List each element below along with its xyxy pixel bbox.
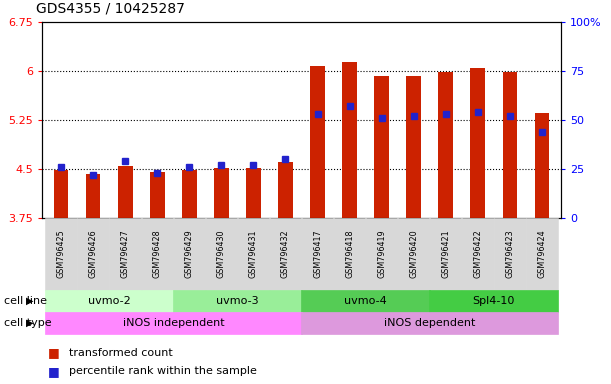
Text: percentile rank within the sample: percentile rank within the sample [70,366,257,376]
Text: GSM796428: GSM796428 [153,230,162,278]
Bar [214,168,229,218]
Text: GSM796417: GSM796417 [313,230,322,278]
Text: GSM796422: GSM796422 [473,230,482,278]
Bar [502,72,517,218]
Text: GSM796418: GSM796418 [345,230,354,278]
Bar [86,174,100,218]
Bar [246,168,261,218]
Bar [439,72,453,218]
Bar [310,66,324,218]
Bar [278,162,293,218]
Text: GSM796427: GSM796427 [121,230,130,278]
Bar [375,76,389,218]
Text: ▶: ▶ [26,296,34,306]
Bar [150,172,164,218]
Text: GSM796423: GSM796423 [505,230,514,278]
Text: iNOS independent: iNOS independent [123,318,224,328]
Text: GSM796421: GSM796421 [441,230,450,278]
Text: GDS4355 / 10425287: GDS4355 / 10425287 [36,2,185,16]
Text: transformed count: transformed count [70,348,174,358]
Text: GSM796425: GSM796425 [57,230,66,278]
Text: GSM796432: GSM796432 [281,230,290,278]
Bar [182,170,197,218]
Bar [535,113,549,218]
Bar [470,68,485,218]
Text: cell line: cell line [4,296,47,306]
Bar [118,166,133,218]
Text: ▶: ▶ [26,318,34,328]
Text: uvmo-2: uvmo-2 [88,296,131,306]
Text: GSM796431: GSM796431 [249,230,258,278]
Text: iNOS dependent: iNOS dependent [384,318,475,328]
Text: GSM796424: GSM796424 [537,230,546,278]
Text: Spl4-10: Spl4-10 [472,296,515,306]
Text: GSM796429: GSM796429 [185,230,194,278]
Bar [342,62,357,218]
Text: cell type: cell type [4,318,51,328]
Text: uvmo-3: uvmo-3 [216,296,258,306]
Text: uvmo-4: uvmo-4 [344,296,387,306]
Bar [406,76,421,218]
Text: ■: ■ [48,346,60,359]
Text: GSM796420: GSM796420 [409,230,418,278]
Text: GSM796426: GSM796426 [89,230,98,278]
Text: GSM796430: GSM796430 [217,230,226,278]
Text: GSM796419: GSM796419 [377,230,386,278]
Bar [54,170,68,218]
Text: ■: ■ [48,365,60,378]
